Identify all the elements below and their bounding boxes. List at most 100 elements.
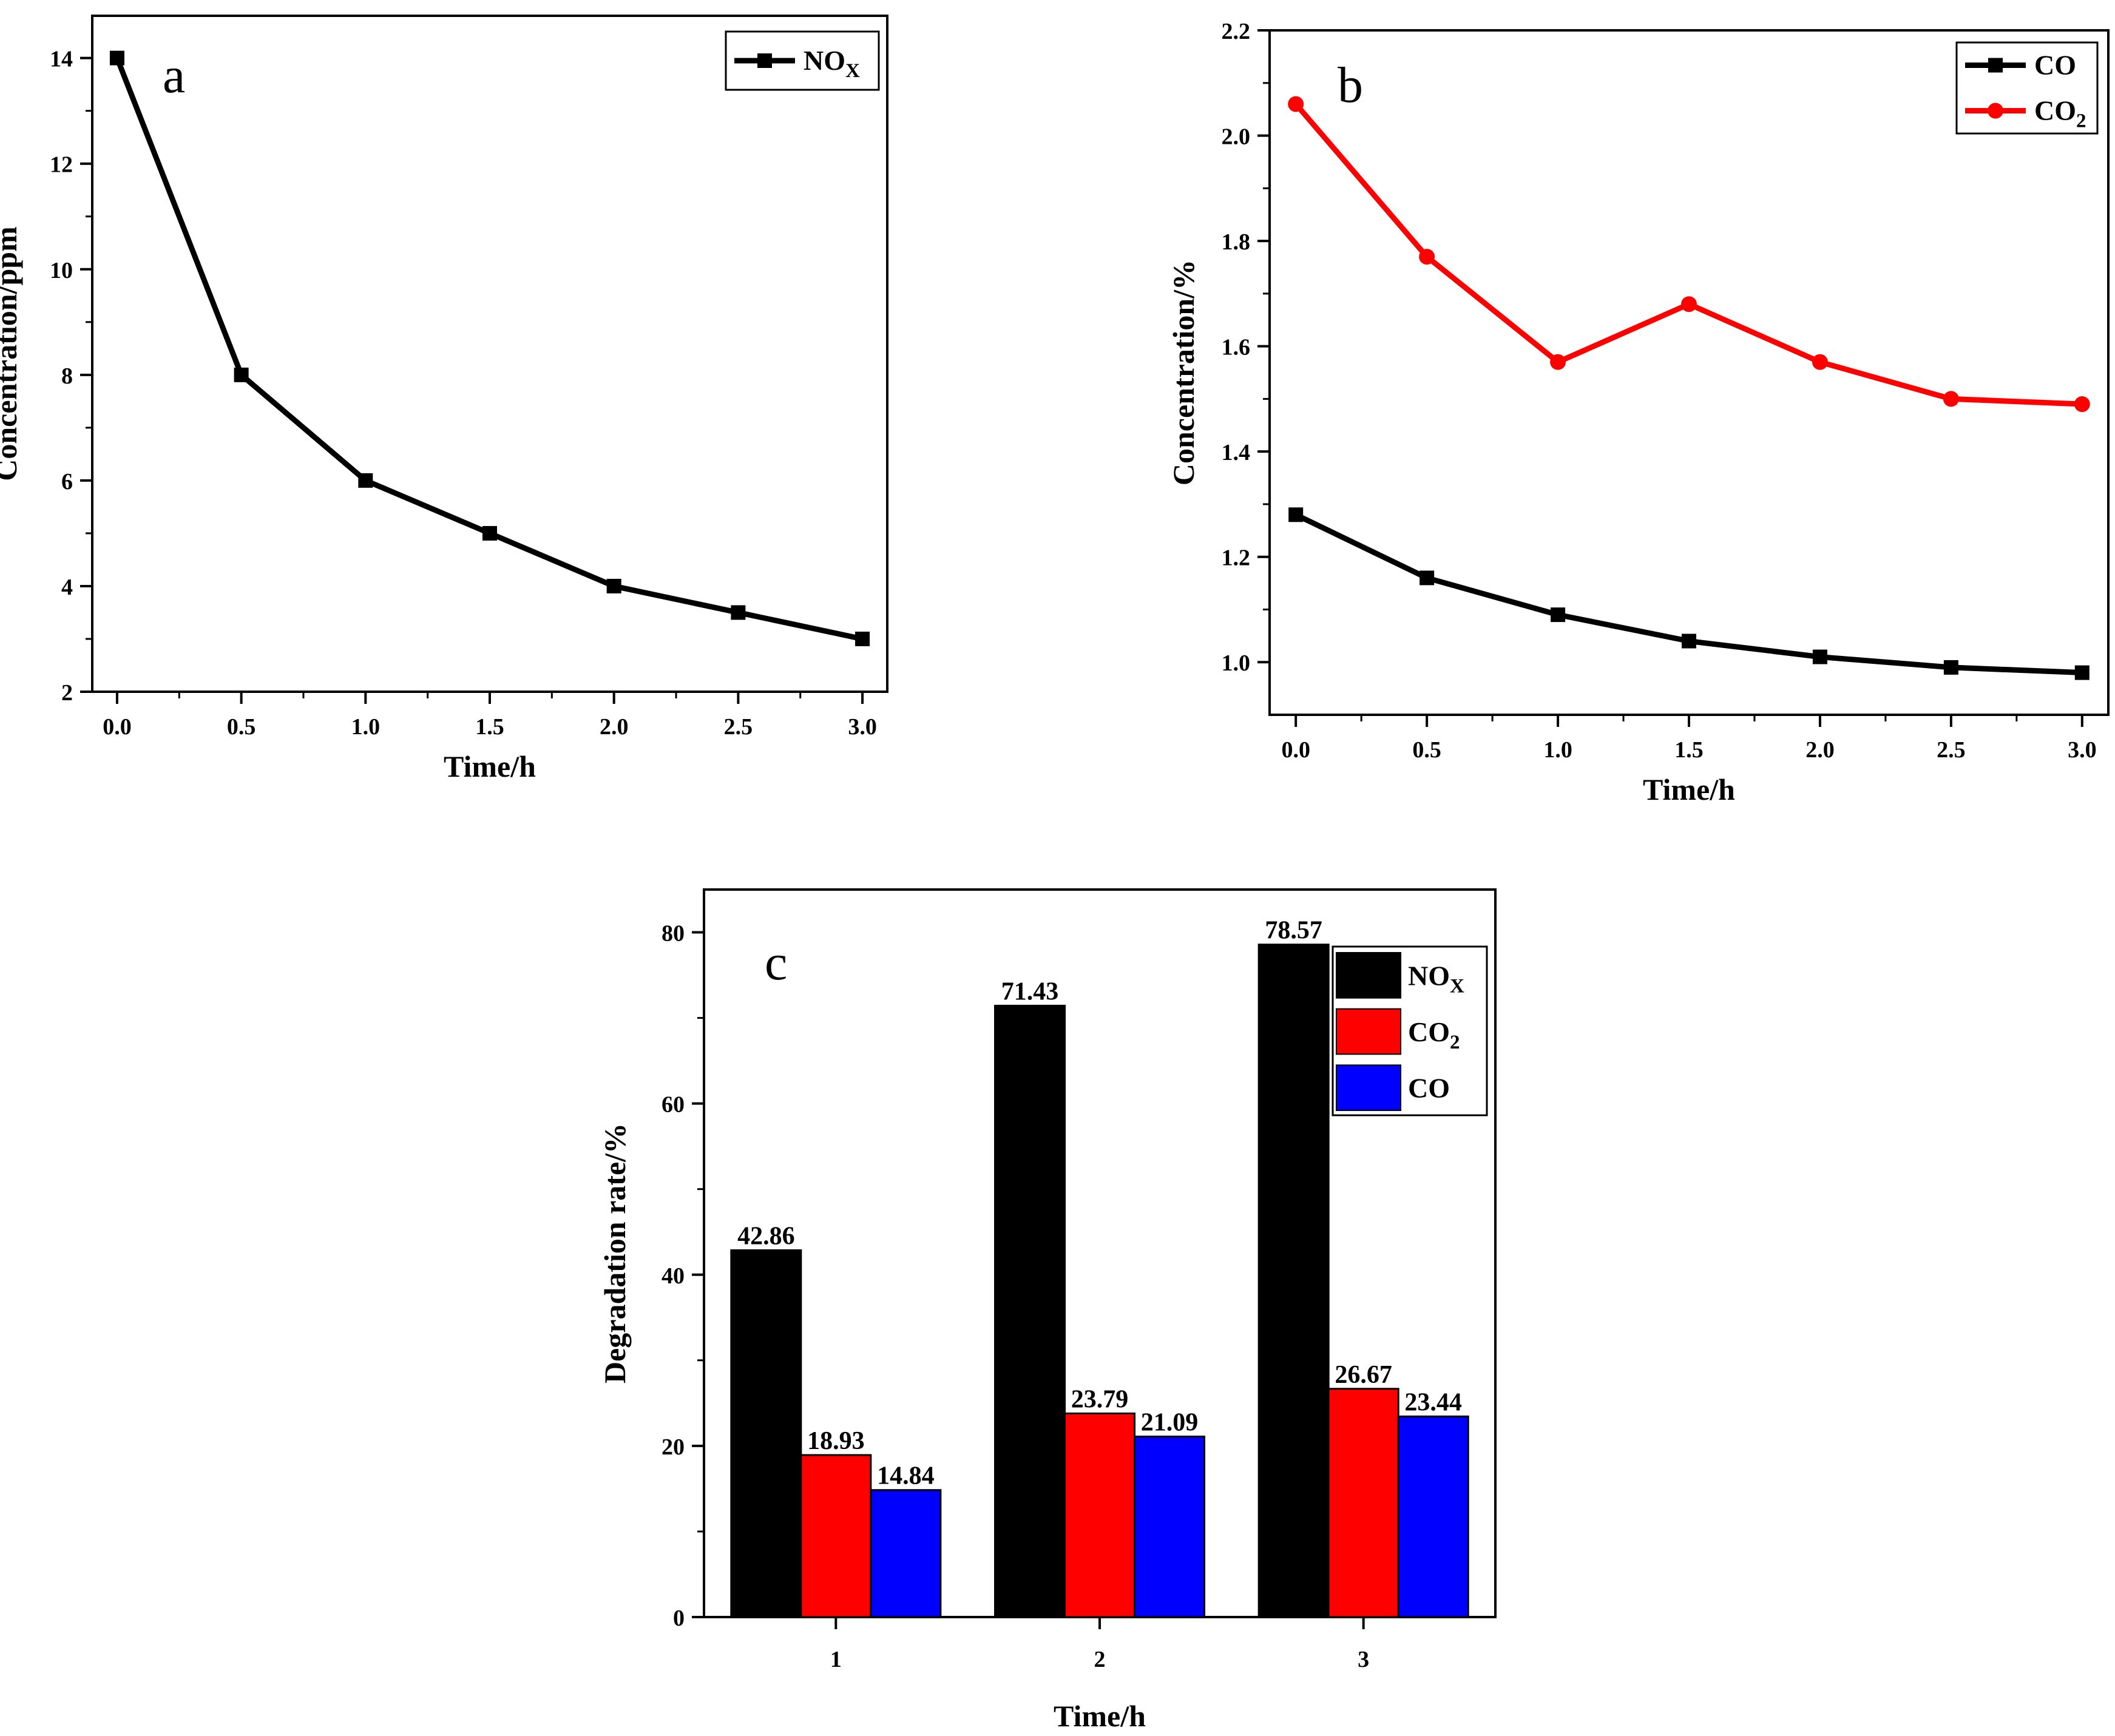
legend-label: NOX: [804, 45, 860, 82]
data-point: [234, 367, 249, 382]
x-tick-label: 0.5: [1412, 737, 1441, 763]
panel-label: a: [163, 47, 185, 104]
series-line-0: [114, 56, 863, 642]
x-tick-label: 2.5: [724, 714, 753, 740]
x-tick-label: 2.0: [600, 714, 629, 740]
data-point: [1420, 570, 1435, 586]
data-point: [606, 578, 621, 593]
legend-label: CO2: [1408, 1016, 1460, 1053]
data-point: [855, 631, 870, 646]
data-point: [1681, 296, 1697, 312]
y-tick-label: 20: [662, 1434, 685, 1460]
y-tick-label: 40: [662, 1263, 685, 1289]
data-point: [1288, 96, 1304, 112]
legend-swatch: [1336, 952, 1401, 999]
series-line-1: [1293, 102, 2082, 407]
bar: [1257, 944, 1330, 1618]
legend-swatch-marker: [1988, 58, 2003, 73]
y-tick-label: 12: [50, 152, 73, 178]
y-tick-label: 10: [50, 258, 73, 283]
data-point: [1419, 249, 1435, 265]
bar-value-label: 78.57: [1265, 917, 1322, 945]
y-tick-label: 80: [662, 921, 685, 947]
y-axis-label: Degradation rate/%: [598, 1123, 632, 1383]
y-tick-label: 14: [50, 47, 73, 72]
bar-value-label: 18.93: [807, 1427, 865, 1455]
y-tick-label: 4: [61, 575, 73, 600]
x-tick-label: 2.5: [1937, 737, 1966, 763]
x-tick-label: 1.5: [475, 714, 504, 740]
bar: [1327, 1388, 1399, 1618]
data-point: [1682, 633, 1696, 649]
x-tick-label: 2: [1094, 1647, 1106, 1672]
x-axis-label: Time/h: [444, 749, 536, 783]
data-point: [1943, 391, 1959, 407]
chart-a: 0.0 0.5 1.0 1.5 2.0 2.5 3.0 2 4 6 8 10 12 14 Time/h Con…: [0, 15, 888, 783]
y-tick-label: 6: [61, 469, 73, 495]
data-point: [109, 50, 124, 66]
legend-box: [1955, 41, 2099, 135]
x-tick-label: 1.5: [1674, 737, 1704, 763]
x-tick-label: 3.0: [848, 714, 877, 740]
y-tick-label: 1.4: [1222, 440, 1251, 465]
legend-swatch: [1336, 1064, 1401, 1112]
bar: [800, 1454, 872, 1618]
y-tick-label: 60: [662, 1092, 685, 1118]
series-line-0: [1294, 512, 2082, 676]
bar-value-label: 23.44: [1404, 1388, 1462, 1416]
data-point: [1550, 354, 1566, 370]
y-axis-label: Concentration/ppm: [0, 226, 23, 481]
bar: [1064, 1412, 1135, 1618]
legend-label: NOX: [1408, 960, 1464, 997]
plot-frame: [91, 15, 888, 693]
bar-value-label: 71.43: [1001, 978, 1059, 1005]
legend-swatch: [1336, 1008, 1401, 1055]
legend-label: CO: [2034, 50, 2076, 81]
data-point: [1812, 649, 1827, 664]
y-tick-label: 1.8: [1222, 229, 1251, 255]
data-point: [358, 473, 373, 488]
data-point: [1943, 660, 1958, 675]
data-point: [731, 605, 746, 620]
x-axis-label: Time/h: [1054, 1699, 1146, 1733]
x-tick-label: 1.0: [1543, 737, 1572, 763]
x-tick-label: 1: [830, 1647, 842, 1672]
chart-c: 0 20 40 60 80 1 42.86 18.93 14.84 2 71.43 23.79 21.0…: [598, 888, 1497, 1733]
legend-label: CO: [1408, 1073, 1450, 1104]
bar-value-label: 14.84: [877, 1462, 935, 1490]
data-point: [1288, 507, 1304, 522]
x-tick-label: 0.0: [103, 714, 132, 740]
y-tick-label: 2.2: [1222, 19, 1251, 44]
bar-value-label: 21.09: [1141, 1409, 1199, 1437]
bar: [730, 1249, 802, 1618]
y-axis-label: Concentration/%: [1166, 260, 1200, 485]
data-point: [482, 525, 497, 541]
bar-value-label: 42.86: [737, 1222, 795, 1250]
x-tick-label: 1.0: [351, 714, 381, 740]
bar: [870, 1489, 942, 1618]
bar: [1134, 1436, 1205, 1618]
x-tick-label: 3: [1358, 1647, 1369, 1672]
data-point: [2074, 396, 2090, 413]
x-tick-label: 2.0: [1805, 737, 1835, 763]
data-point: [2074, 665, 2090, 680]
y-tick-label: 8: [61, 363, 73, 389]
data-point: [1812, 354, 1828, 370]
panel-label: c: [765, 934, 787, 991]
bar: [1397, 1415, 1469, 1618]
y-tick-label: 1.0: [1222, 650, 1251, 676]
y-tick-label: 0: [673, 1606, 685, 1631]
panel-label: b: [1338, 57, 1363, 113]
y-tick-label: 1.2: [1222, 545, 1251, 571]
legend-swatch-marker: [757, 53, 772, 68]
x-tick-label: 0.0: [1281, 737, 1310, 763]
bar-value-label: 23.79: [1071, 1385, 1129, 1413]
y-tick-label: 2: [61, 680, 73, 706]
chart-b: 0.0 0.5 1.0 1.5 2.0 2.5 3.0 1.0 1.2 1.4 1.6 1.8 2.0 2…: [1166, 19, 2110, 806]
y-tick-label: 2.0: [1222, 124, 1251, 150]
x-axis-label: Time/h: [1643, 772, 1735, 806]
x-tick-label: 0.5: [227, 714, 256, 740]
legend-swatch-marker: [1988, 103, 2003, 119]
legend-label: CO2: [2034, 95, 2086, 132]
